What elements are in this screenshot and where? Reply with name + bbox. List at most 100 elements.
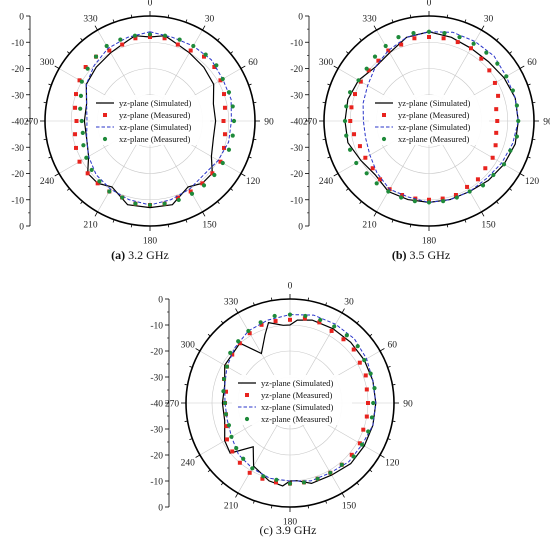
radial-scale-label: -30 — [150, 374, 163, 384]
data-point-yz-measured — [366, 68, 371, 73]
angle-label: 210 — [83, 221, 98, 231]
rim-tick — [185, 19, 188, 23]
data-point-yz-measured — [483, 166, 488, 171]
data-point-yz-measured — [475, 177, 480, 182]
rim-tick — [167, 14, 170, 18]
data-point-xz-measured — [359, 442, 365, 447]
data-point-yz-measured — [107, 48, 112, 53]
data-point-xz-measured — [344, 104, 349, 109]
data-point-xz-measured — [221, 376, 227, 382]
data-point-xz-measured — [374, 181, 379, 186]
angle-label: 0 — [148, 0, 153, 9]
angle-label: 150 — [202, 221, 217, 231]
rim-tick — [80, 201, 83, 204]
data-point-yz-measured — [247, 331, 252, 336]
data-point-xz-measured — [342, 118, 348, 124]
legend-swatch-dot — [102, 136, 108, 142]
rim-tick — [94, 25, 98, 31]
angle-label: 270 — [303, 118, 318, 128]
polar-chart-3-9ghz: 0 30 60 90 120 150 180 210 240 270 300 330 0 -10 -20 -3… — [150, 282, 413, 538]
data-point-yz-measured — [224, 424, 229, 429]
legend-label: xz-plane (Measured) — [119, 134, 190, 144]
data-point-yz-measured — [223, 389, 228, 394]
rim-tick — [217, 38, 220, 41]
data-point-xz-measured — [364, 171, 369, 176]
data-point-xz-measured — [504, 74, 509, 79]
polar-chart-3-5ghz: 0 30 60 90 120 150 180 210 240 270 300 330 0 -10 -20 -3… — [290, 0, 550, 262]
data-point-xz-measured — [107, 189, 112, 194]
angle-label: 330 — [362, 14, 377, 24]
rim-tick — [184, 420, 188, 422]
data-point-xz-measured — [223, 412, 229, 417]
rim-tick — [230, 51, 233, 54]
angle-label: 90 — [403, 400, 413, 410]
data-point-xz-measured — [220, 160, 225, 166]
angle-label: 180 — [283, 518, 298, 528]
data-point-xz-measured — [501, 162, 507, 167]
rim-tick — [464, 219, 467, 223]
caption-letter: (b) — [392, 248, 407, 262]
rim-tick — [322, 138, 326, 141]
data-point-xz-measured — [471, 41, 476, 46]
rim-tick — [248, 156, 252, 159]
rim-tick — [446, 224, 449, 228]
data-point-xz-measured — [366, 429, 371, 434]
data-point-xz-measured — [132, 33, 138, 38]
data-point-xz-measured — [147, 202, 153, 208]
data-point-xz-measured — [364, 66, 369, 71]
data-point-yz-measured — [85, 171, 90, 176]
data-point-yz-measured — [188, 48, 193, 53]
data-point-yz-measured — [224, 437, 229, 442]
angle-label: 120 — [525, 177, 540, 187]
angle-label: 300 — [181, 341, 196, 351]
radial-scale-label: -20 — [11, 65, 24, 75]
rim-tick — [94, 211, 98, 217]
legend-label: yz-plane (Measured) — [119, 110, 190, 120]
rim-tick — [387, 366, 391, 368]
rim-tick — [189, 438, 193, 440]
data-point-xz-measured — [226, 90, 232, 95]
data-point-yz-measured — [361, 427, 366, 432]
rim-tick — [130, 224, 133, 228]
rim-tick — [202, 211, 206, 217]
rim-tick — [271, 505, 273, 509]
legend: yz-plane (Simulated) yz-plane (Measured) x… — [232, 375, 352, 425]
angle-label: 90 — [543, 118, 550, 128]
data-point-xz-measured — [236, 339, 241, 344]
radial-scale-label: -20 — [290, 65, 303, 75]
angle-label: 60 — [387, 341, 397, 351]
legend-label: xz-plane (Measured) — [398, 134, 469, 144]
data-point-yz-measured — [348, 119, 353, 123]
angle-label: 300 — [40, 58, 55, 68]
data-point-xz-measured — [495, 61, 500, 66]
data-point-yz-measured — [427, 197, 431, 202]
data-point-xz-measured — [228, 350, 233, 355]
data-point-xz-measured — [177, 37, 182, 42]
data-point-yz-measured — [221, 119, 226, 123]
rim-tick — [359, 201, 362, 204]
legend-swatch-dot — [244, 416, 250, 422]
data-point-xz-measured — [224, 364, 230, 369]
rim-tick — [481, 25, 485, 31]
data-point-xz-measured — [120, 195, 125, 200]
rim-tick — [80, 38, 83, 41]
data-point-xz-measured — [356, 78, 361, 83]
data-point-yz-measured — [317, 320, 322, 325]
data-point-xz-measured — [79, 118, 84, 124]
rim-tick — [327, 83, 331, 86]
rim-tick — [333, 173, 339, 177]
data-point-yz-measured — [357, 360, 362, 365]
rim-tick — [195, 348, 201, 352]
data-point-yz-measured — [495, 119, 500, 123]
panel-caption: (a) 3.2 GHz — [111, 248, 169, 262]
angle-label: 210 — [224, 502, 239, 512]
angle-label: 330 — [224, 297, 239, 307]
polar-chart-3-2ghz: 0 30 60 90 120 150 180 210 240 270 300 330 0 -10 -20 -3… — [11, 0, 274, 262]
data-point-xz-measured — [332, 324, 337, 329]
rim-tick — [387, 438, 391, 440]
radial-scale-label: -10 — [290, 196, 303, 206]
data-point-yz-measured — [386, 48, 391, 53]
angle-label: 240 — [40, 177, 55, 187]
rim-tick — [527, 156, 531, 159]
data-point-xz-measured — [339, 462, 344, 467]
